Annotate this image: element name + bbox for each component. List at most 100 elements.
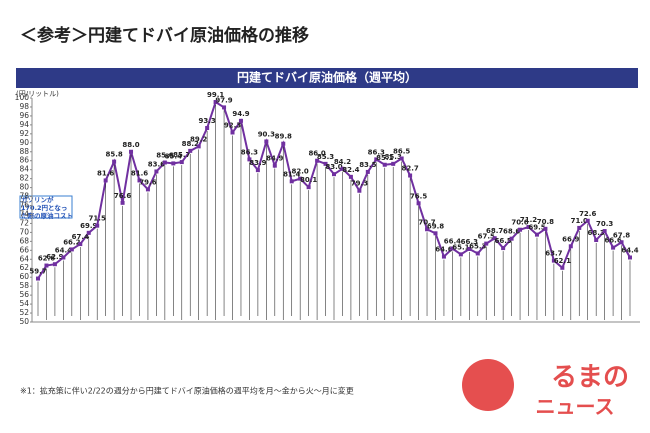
- value-label: 70.8: [537, 218, 554, 226]
- point: [416, 201, 421, 206]
- value-label: 71.2: [520, 216, 537, 224]
- y-tick-label: 66: [19, 245, 29, 254]
- value-label: 64.6: [435, 246, 452, 254]
- point: [475, 251, 480, 256]
- point: [408, 173, 413, 178]
- value-label: 62.9: [46, 253, 63, 261]
- value-label: 97.9: [215, 96, 232, 104]
- logo-bottom: ニュース: [536, 395, 615, 419]
- point: [247, 157, 252, 162]
- point: [86, 230, 91, 235]
- value-label: 85.4: [165, 152, 182, 160]
- y-tick-label: 68: [19, 236, 29, 245]
- value-label: 83.9: [249, 159, 266, 167]
- point: [69, 247, 74, 252]
- y-tick-label: 54: [19, 299, 29, 308]
- point: [357, 188, 362, 193]
- point: [112, 159, 117, 164]
- value-label: 79.6: [139, 178, 156, 186]
- value-label: 64.4: [55, 246, 72, 254]
- value-label: 85.3: [317, 153, 334, 161]
- value-label: 80.1: [300, 176, 317, 184]
- value-label: 67.8: [613, 231, 630, 239]
- point: [188, 148, 193, 153]
- point: [230, 130, 235, 135]
- point: [78, 242, 83, 247]
- value-label: 99.1: [207, 91, 224, 99]
- value-label: 86.0: [308, 150, 325, 158]
- value-label: 82.7: [401, 165, 418, 173]
- value-label: 69.5: [528, 224, 545, 232]
- point: [551, 258, 556, 263]
- value-label: 71.5: [89, 215, 106, 223]
- point: [518, 227, 523, 232]
- value-label: 85.1: [376, 154, 393, 162]
- value-label: 81.6: [131, 169, 148, 177]
- point: [52, 262, 57, 267]
- value-label: 90.3: [258, 130, 275, 138]
- point: [36, 276, 40, 281]
- value-label: 66.6: [604, 237, 621, 245]
- point: [450, 246, 455, 251]
- point: [526, 225, 531, 230]
- y-tick-label: 80: [19, 183, 29, 192]
- point: [61, 255, 66, 260]
- point: [628, 255, 632, 260]
- y-tick-label: 92: [19, 129, 29, 138]
- y-tick-label: 56: [19, 290, 29, 299]
- y-tick-label: 72: [19, 218, 29, 227]
- value-label: 85.3: [385, 153, 402, 161]
- point: [332, 172, 336, 177]
- value-label: 94.9: [232, 110, 249, 118]
- point: [568, 244, 573, 249]
- value-label: 68.3: [588, 229, 605, 237]
- point: [492, 236, 497, 241]
- value-label: 85.7: [173, 151, 190, 159]
- value-label: 92.3: [224, 121, 241, 129]
- y-tick-label: 84: [19, 165, 29, 174]
- banner: [16, 68, 638, 88]
- value-label: 70.6: [511, 219, 528, 227]
- point: [484, 241, 489, 246]
- point: [441, 254, 446, 259]
- value-label: 79.3: [351, 180, 368, 188]
- y-tick-label: 100: [15, 93, 30, 102]
- value-label: 85.6: [156, 152, 173, 160]
- value-label: 83.0: [325, 163, 342, 171]
- point: [281, 141, 286, 146]
- point: [154, 169, 159, 174]
- y-axis-label: (円/リットル): [16, 90, 59, 98]
- point: [433, 231, 438, 236]
- point: [222, 105, 227, 110]
- annotation-text: ガソリンが170.2円となった際の原油コスト: [21, 196, 73, 220]
- point: [534, 232, 539, 237]
- point: [179, 160, 184, 165]
- value-label: 70.7: [418, 218, 435, 226]
- value-label: 76.5: [410, 192, 427, 200]
- y-tick-label: 94: [19, 120, 29, 129]
- point: [238, 118, 243, 123]
- value-label: 70.3: [596, 220, 613, 228]
- point: [560, 265, 565, 270]
- value-label: 68.7: [486, 227, 503, 235]
- y-tick-label: 96: [19, 111, 29, 120]
- value-label: 85.8: [105, 151, 122, 159]
- value-label: 72.6: [579, 210, 596, 218]
- y-tick-label: 74: [19, 209, 29, 218]
- value-label: 63.7: [545, 250, 562, 258]
- point: [340, 166, 345, 171]
- point: [577, 225, 582, 230]
- value-label: 66.2: [63, 238, 80, 246]
- value-label: 69.8: [427, 222, 444, 230]
- value-label: 68.6: [503, 228, 520, 236]
- point: [272, 163, 277, 168]
- point: [611, 245, 616, 250]
- point: [467, 246, 472, 251]
- point: [264, 139, 269, 144]
- point: [205, 126, 210, 131]
- logo-icon: [462, 359, 514, 411]
- y-tick-label: 58: [19, 281, 29, 290]
- point: [391, 161, 396, 166]
- value-label: 93.3: [199, 117, 216, 125]
